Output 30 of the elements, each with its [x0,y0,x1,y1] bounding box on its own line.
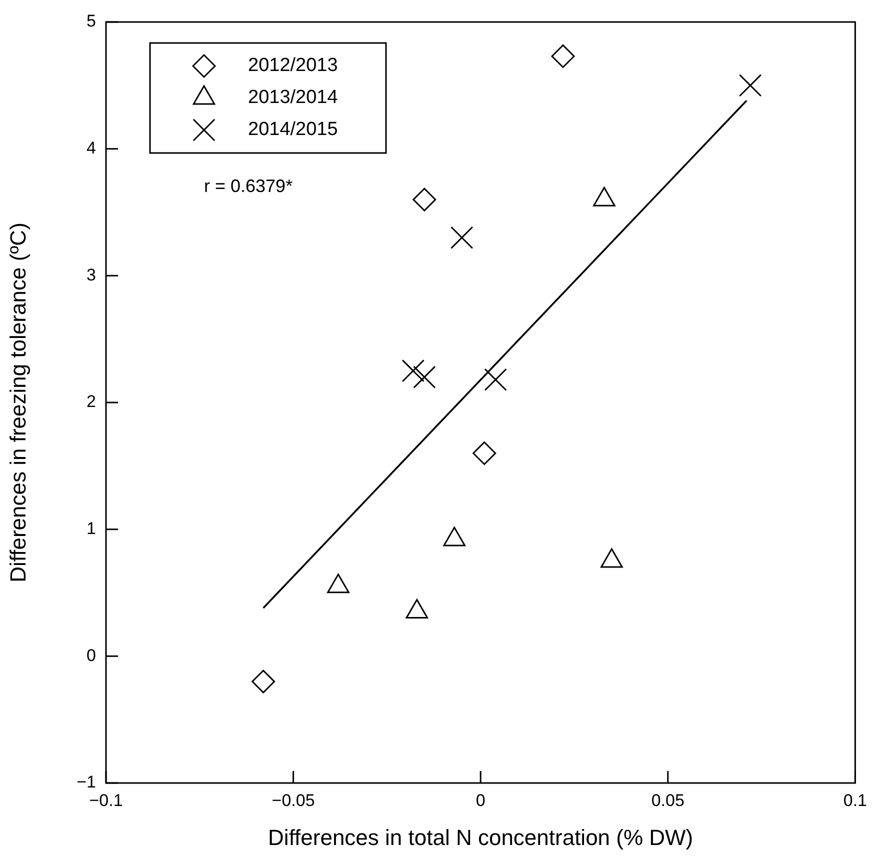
point [443,526,466,546]
legend-label: 2012/2013 [248,55,338,76]
legend-label: 2013/2014 [248,87,338,108]
point [402,359,425,382]
point [551,44,575,68]
y-tick-label: 2 [86,392,96,412]
x-tick-label: 0.1 [843,790,868,810]
legend-label: 2014/2015 [248,119,338,140]
y-tick-label: −1 [76,772,96,792]
y-tick-label: 1 [86,519,96,538]
point [484,368,507,392]
point [412,188,436,212]
x-tick-label: 0 [476,790,486,810]
point [738,74,762,97]
point [327,574,350,594]
y-tick-label: 0 [86,646,96,665]
point [472,441,496,465]
point [450,226,474,249]
x-tick-label: 0.05 [651,790,684,810]
point [600,548,623,568]
annotation: r = 0.6379* [204,176,293,196]
x-axis-title: Differences in total N concentration (% DW) [268,824,694,850]
x-tick-label: −0.05 [272,790,315,810]
y-tick-label: 4 [86,138,96,158]
y-axis-title: Differences in freezing tolerance (ºC) [5,222,30,582]
y-tick-label: 5 [86,12,96,31]
point [406,599,428,619]
x-tick-label: −0.1 [89,790,123,810]
point [413,366,436,388]
y-tick-label: 3 [86,265,96,284]
